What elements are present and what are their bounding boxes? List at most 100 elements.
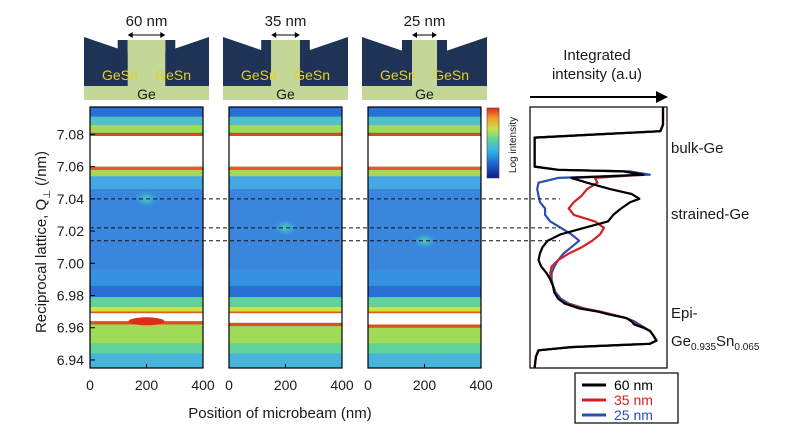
- heatmap-epi-hotspot: [128, 317, 165, 326]
- heatmap-epi-white: [368, 313, 481, 325]
- y-tick-label: 6.94: [57, 352, 84, 368]
- heatmap-edge-red: [229, 132, 342, 136]
- profile-title-line1: Integrated: [563, 47, 631, 64]
- width-arrowhead-right: [432, 32, 437, 38]
- substrate-label: Ge: [276, 86, 295, 102]
- heatmap-band: [229, 326, 342, 344]
- heatmap-edge-red: [368, 166, 481, 170]
- schematic-mesa-right: [165, 40, 176, 86]
- heatmap-bulk-white: [229, 136, 342, 167]
- x-tick-label: 400: [191, 377, 215, 393]
- legend-label: 25 nm: [614, 407, 653, 423]
- substrate-label: Ge: [415, 86, 434, 102]
- y-tick-label: 7.00: [57, 255, 84, 271]
- heatmap-bulk-white: [368, 136, 481, 167]
- x-tick-label: 0: [86, 377, 94, 393]
- heatmap-edge-red: [368, 132, 481, 136]
- heatmap-band: [90, 269, 203, 286]
- schematic-wedge-left: [223, 37, 267, 86]
- schematic-mesa-left: [117, 40, 128, 86]
- x-tick-label: 400: [330, 377, 354, 393]
- profile-line-60-nm: [533, 107, 665, 369]
- heatmap-band: [368, 343, 481, 354]
- schematic-mesa-left: [261, 40, 272, 86]
- heatmap-hotspot: [272, 218, 299, 237]
- gesn-label-left: GeSn: [241, 67, 277, 83]
- substrate-label: Ge: [137, 86, 156, 102]
- schematic-ge-substrate: [223, 86, 348, 100]
- x-tick-label: 200: [274, 377, 298, 393]
- heatmap-band: [368, 306, 481, 312]
- heatmap-band: [90, 324, 203, 344]
- heatmap-band: [229, 353, 342, 368]
- intensity-arrow: [530, 91, 668, 103]
- heatmap-edge-red: [90, 132, 203, 136]
- gesn-label-left: GeSn: [380, 67, 416, 83]
- heatmap-band: [229, 169, 342, 177]
- heatmap-band: [368, 173, 481, 190]
- width-arrowhead-right: [294, 32, 300, 38]
- heatmap-band: [90, 353, 203, 368]
- y-tick-label: 7.04: [57, 191, 84, 207]
- width-arrowhead-left: [127, 32, 133, 38]
- heatmap-panel-3: [367, 106, 482, 369]
- profile-title-line2: intensity (a.u): [552, 66, 642, 83]
- gesn-label-right: GeSn: [294, 67, 330, 83]
- y-tick-label: 7.06: [57, 159, 84, 175]
- integrated-intensity-plot: [529, 106, 668, 369]
- heatmap-band: [368, 116, 481, 125]
- heatmap-panel-1: [89, 106, 204, 369]
- schematic-mesa-right: [437, 40, 447, 86]
- heatmap-edge-red: [229, 322, 342, 327]
- strained-ge-label: strained-Ge: [671, 206, 749, 223]
- heatmap-edge-red: [229, 311, 342, 314]
- width-label: 60 nm: [126, 13, 168, 30]
- heatmap-band: [90, 343, 203, 354]
- schematic-2: GeSn GeSn Ge 35 nm: [223, 13, 348, 102]
- heatmap-band: [229, 173, 342, 190]
- heatmap-band: [368, 169, 481, 177]
- heatmap-edge-red: [90, 311, 203, 314]
- epi-label-line2: Ge0.935Sn0.065: [671, 333, 760, 353]
- schematic-mesa-left: [402, 40, 412, 86]
- legend-label: 60 nm: [614, 377, 653, 393]
- y-tick-label: 6.98: [57, 288, 84, 304]
- width-arrowhead-left: [271, 32, 277, 38]
- heatmap-edge-red: [368, 311, 481, 314]
- epi-label-line1: Epi-: [671, 305, 698, 322]
- heatmap-band: [229, 269, 342, 286]
- heatmap-panel-2: [228, 106, 343, 369]
- schematic-wedge-right: [304, 37, 348, 86]
- width-label: 25 nm: [404, 13, 446, 30]
- x-axis-label: Position of microbeam (nm): [188, 405, 371, 422]
- heatmap-band: [368, 269, 481, 286]
- gesn-label-right: GeSn: [155, 67, 191, 83]
- x-tick-label: 200: [413, 377, 437, 393]
- schematic-wedge-left: [84, 37, 128, 86]
- schematic-ge-bar: [412, 40, 437, 86]
- heatmap-band: [229, 116, 342, 125]
- gesn-label-left: GeSn: [102, 67, 138, 83]
- heatmap-band: [368, 124, 481, 133]
- x-tick-label: 200: [135, 377, 159, 393]
- y-tick-label: 6.96: [57, 320, 84, 336]
- heatmap-hotspot: [411, 231, 438, 250]
- heatmap-band: [90, 116, 203, 125]
- schematic-ge-bar: [127, 40, 166, 86]
- schematic-ge-substrate: [84, 86, 209, 100]
- schematic-1: GeSn GeSn Ge 60 nm: [84, 13, 209, 102]
- axes: 0 200 400 0 200 400 0 200 400 7.08 7.06 7.04 7.02 7.0…: [57, 126, 493, 393]
- bulk-ge-label: bulk-Ge: [671, 140, 724, 157]
- heatmap-epi-white: [229, 313, 342, 323]
- legend-label: 35 nm: [614, 392, 653, 408]
- heatmap-edge-red: [90, 166, 203, 170]
- y-axis-label: Reciprocal lattice, Q⊥ (/nm): [33, 151, 53, 333]
- schematic-ge-bar: [271, 40, 300, 86]
- x-tick-label: 0: [364, 377, 372, 393]
- heatmap-band: [90, 124, 203, 133]
- colorbar-gradient: [486, 107, 500, 179]
- heatmap-bulk-white: [90, 136, 203, 167]
